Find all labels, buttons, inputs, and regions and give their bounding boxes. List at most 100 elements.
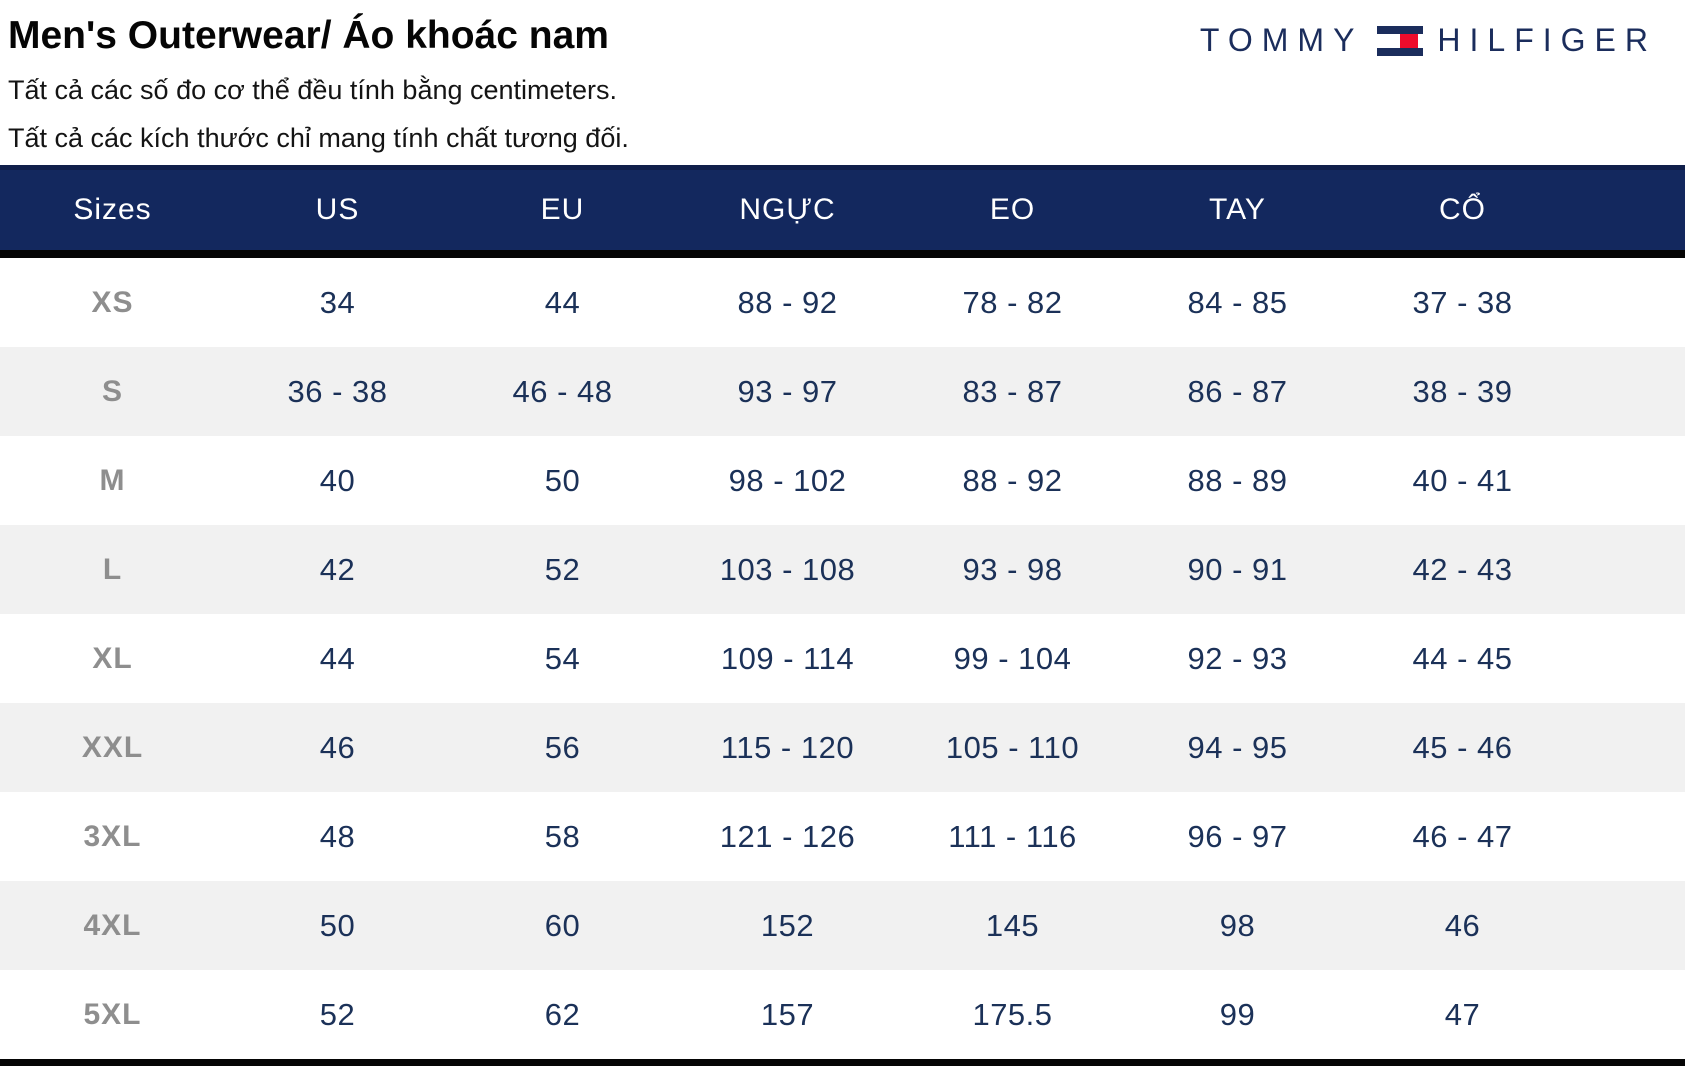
cell-5xl-cổ: 47: [1444, 996, 1481, 1032]
cell-l-ngực: 103 - 108: [719, 551, 856, 587]
cell-s-eo: 83 - 87: [962, 373, 1063, 409]
flag-red-block: [1400, 33, 1418, 48]
cell-s-eu: 46 - 48: [512, 373, 613, 409]
cell-l-tay: 90 - 91: [1187, 551, 1288, 587]
size-label-xs: XS: [91, 285, 134, 319]
column-header-tay: TAY: [1125, 170, 1350, 258]
flag-top-stripe: [1377, 25, 1424, 34]
cell-5xl-ngực: 157: [760, 996, 815, 1032]
column-header-sizes: Sizes: [0, 170, 225, 258]
table-row-xs: XS 34 44 88 - 92 78 - 82 84 - 85 37 - 38: [0, 254, 1685, 347]
cell-s-cổ: 38 - 39: [1412, 373, 1513, 409]
column-header-spacer: [1575, 170, 1685, 258]
cell-xs-eo: 78 - 82: [962, 284, 1063, 320]
cell-xxl-us: 46: [319, 729, 356, 765]
column-header-us: US: [225, 170, 450, 258]
cell-spacer: [1575, 881, 1685, 970]
cell-xl-ngực: 109 - 114: [720, 640, 855, 676]
column-header-ngực: NGỰC: [675, 170, 900, 258]
cell-s-ngực: 93 - 97: [737, 373, 838, 409]
cell-spacer: [1575, 703, 1685, 792]
cell-xxl-cổ: 45 - 46: [1412, 729, 1513, 765]
cell-l-eu: 52: [544, 551, 581, 587]
cell-xs-tay: 84 - 85: [1187, 284, 1288, 320]
cell-3xl-eu: 58: [544, 818, 581, 854]
column-header-cổ: CỔ: [1350, 170, 1575, 258]
table-row-s: S 36 - 38 46 - 48 93 - 97 83 - 87 86 - 87 38 -…: [0, 347, 1685, 436]
table-row-xxl: XXL 46 56 115 - 120 105 - 110 94 - 95 45 - 46: [0, 703, 1685, 792]
flag-bottom-stripe: [1377, 47, 1424, 56]
tommy-hilfiger-flag-icon: [1377, 25, 1424, 56]
measurement-note-1: Tất cả các số đo cơ thể đều tính bằng ce…: [8, 75, 618, 105]
cell-3xl-cổ: 46 - 47: [1412, 818, 1513, 854]
cell-4xl-ngực: 152: [760, 907, 815, 943]
table-header-row: Sizes US EU NGỰC EO TAY CỔ: [0, 170, 1685, 258]
page-title: Men's Outerwear/ Áo khoác nam: [8, 14, 609, 57]
cell-xxl-tay: 94 - 95: [1187, 729, 1288, 765]
table-row-3xl: 3XL 48 58 121 - 126 111 - 116 96 - 97 46 - 47: [0, 792, 1685, 881]
size-chart-table: Sizes US EU NGỰC EO TAY CỔ XS 34 44 88 - 92 78 - 8…: [0, 170, 1685, 1059]
cell-4xl-cổ: 46: [1444, 907, 1481, 943]
cell-3xl-us: 48: [319, 818, 356, 854]
cell-xl-eu: 54: [544, 640, 581, 676]
cell-spacer: [1575, 970, 1685, 1059]
flag-white-left: [1377, 33, 1401, 48]
brand-word-hilfiger: HILFIGER: [1437, 22, 1657, 58]
flag-white-right: [1417, 33, 1424, 48]
cell-m-tay: 88 - 89: [1187, 462, 1288, 498]
size-label-xxl: XXL: [81, 730, 144, 764]
cell-spacer: [1575, 525, 1685, 614]
cell-3xl-tay: 96 - 97: [1187, 818, 1288, 854]
cell-spacer: [1575, 347, 1685, 436]
cell-s-tay: 86 - 87: [1187, 373, 1288, 409]
cell-5xl-eu: 62: [544, 996, 581, 1032]
cell-l-eo: 93 - 98: [962, 551, 1063, 587]
cell-m-ngực: 98 - 102: [728, 462, 847, 498]
table-row-l: L 42 52 103 - 108 93 - 98 90 - 91 42 - 43: [0, 525, 1685, 614]
cell-spacer: [1575, 436, 1685, 525]
cell-spacer: [1575, 614, 1685, 703]
cell-4xl-tay: 98: [1219, 907, 1256, 943]
cell-l-us: 42: [319, 551, 356, 587]
cell-m-eu: 50: [544, 462, 581, 498]
cell-xxl-eu: 56: [544, 729, 581, 765]
cell-3xl-ngực: 121 - 126: [719, 818, 856, 854]
size-label-3xl: 3XL: [83, 819, 142, 853]
flag-middle-band: [1377, 33, 1424, 48]
size-label-xl: XL: [92, 641, 133, 675]
size-chart: Sizes US EU NGỰC EO TAY CỔ XS 34 44 88 - 92 78 - 8…: [0, 165, 1685, 1066]
table-row-m: M 40 50 98 - 102 88 - 92 88 - 89 40 - 41: [0, 436, 1685, 525]
cell-xxl-ngực: 115 - 120: [720, 729, 855, 765]
cell-5xl-tay: 99: [1219, 996, 1256, 1032]
cell-xs-us: 34: [319, 284, 356, 320]
size-label-5xl: 5XL: [83, 997, 142, 1031]
cell-3xl-eo: 111 - 116: [948, 818, 1077, 854]
cell-xl-eo: 99 - 104: [953, 640, 1072, 676]
cell-xs-ngực: 88 - 92: [737, 284, 838, 320]
tommy-hilfiger-logo: TOMMY HILFIGER: [1200, 22, 1657, 59]
cell-m-cổ: 40 - 41: [1412, 462, 1513, 498]
cell-xl-cổ: 44 - 45: [1412, 640, 1513, 676]
cell-4xl-eu: 60: [544, 907, 581, 943]
size-label-m: M: [99, 463, 126, 497]
table-row-xl: XL 44 54 109 - 114 99 - 104 92 - 93 44 - 45: [0, 614, 1685, 703]
cell-5xl-eo: 175.5: [972, 996, 1053, 1032]
cell-xl-us: 44: [319, 640, 356, 676]
cell-xs-cổ: 37 - 38: [1412, 284, 1513, 320]
measurement-note-2: Tất cả các kích thước chỉ mang tính chất…: [8, 123, 629, 153]
brand-word-tommy: TOMMY: [1199, 22, 1364, 58]
table-row-4xl: 4XL 50 60 152 145 98 46: [0, 881, 1685, 970]
cell-m-eo: 88 - 92: [962, 462, 1063, 498]
cell-xl-tay: 92 - 93: [1187, 640, 1288, 676]
cell-m-us: 40: [319, 462, 356, 498]
cell-spacer: [1575, 254, 1685, 347]
size-label-s: S: [101, 374, 123, 408]
size-label-4xl: 4XL: [83, 908, 142, 942]
cell-spacer: [1575, 792, 1685, 881]
cell-5xl-us: 52: [319, 996, 356, 1032]
column-header-eu: EU: [450, 170, 675, 258]
column-header-eo: EO: [900, 170, 1125, 258]
cell-l-cổ: 42 - 43: [1412, 551, 1513, 587]
masthead: Men's Outerwear/ Áo khoác nam Tất cả các…: [0, 0, 1685, 165]
